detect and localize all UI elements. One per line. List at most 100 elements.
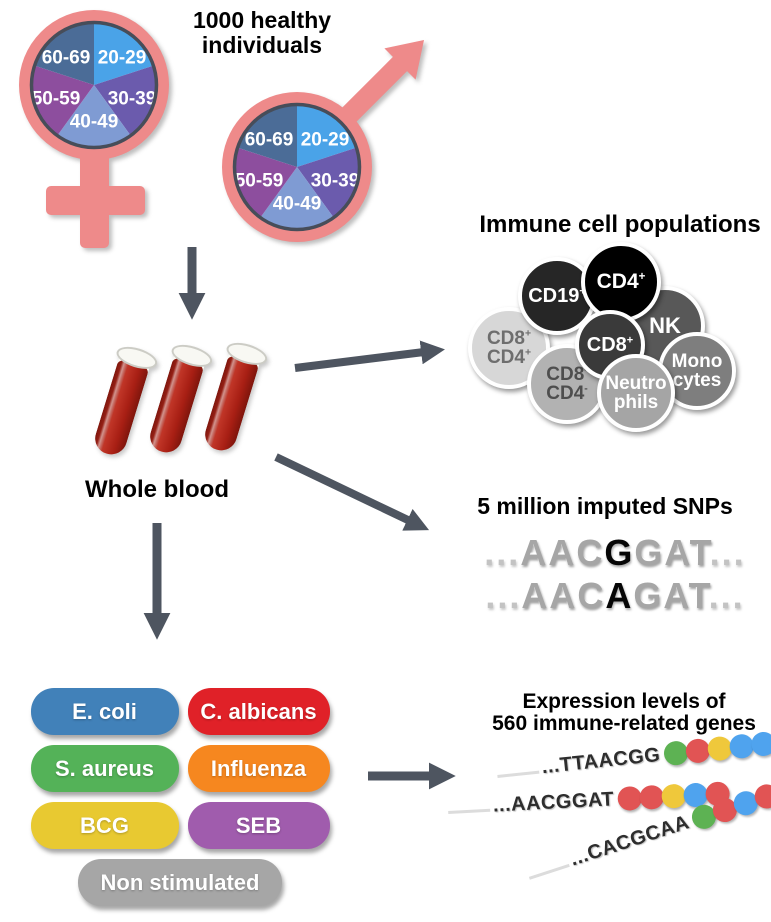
cell-label-line: CD8+ xyxy=(586,333,634,356)
stimulus-pill-bcg: BCG xyxy=(30,802,179,849)
snp-sequence-row-2: ...AACAGAT... xyxy=(420,574,771,617)
snp-sequences: ...AACGGAT... ...AACAGAT... xyxy=(420,531,771,617)
snp-ellipsis: ... xyxy=(708,575,745,616)
age-slice-20-29 xyxy=(297,104,356,167)
whole-blood-label: Whole blood xyxy=(85,476,229,503)
cell-label-line: CD8+ xyxy=(486,327,532,349)
snp-base: A xyxy=(549,575,578,616)
age-slice-60-69 xyxy=(35,22,94,85)
cell-label-line: Neutro xyxy=(605,372,667,394)
snp-base: A xyxy=(521,575,550,616)
stimulus-pill-non-stimulated: Non stimulated xyxy=(78,859,282,906)
age-slice-20-29 xyxy=(94,22,153,85)
age-label-20-29: 20-29 xyxy=(98,48,147,69)
age-slice-50-59 xyxy=(234,147,297,218)
stimuli-list: E. coli C. albicans S. aureus Influenza BCG S… xyxy=(30,688,330,916)
stimulus-pill-s-aureus: S. aureus xyxy=(30,745,179,792)
tube-blood xyxy=(201,355,260,455)
male-arrow-shaft xyxy=(340,54,410,124)
snp-base: A xyxy=(520,532,549,573)
gene-sequence-text: ...TTAACGG xyxy=(540,743,662,778)
age-label-40-49: 40-49 xyxy=(70,112,119,133)
dna-strand-line xyxy=(528,863,570,880)
cell-neutro: Neutro phils xyxy=(597,354,675,432)
male-pie-border xyxy=(232,102,362,232)
male-arrow-head xyxy=(384,40,424,80)
expression-title: Expression levels of 560 immune-related … xyxy=(459,691,771,735)
female-cross-bar xyxy=(46,186,145,215)
cell-label-line: CD4- xyxy=(546,383,588,404)
cell-label-line: CD19+ xyxy=(528,284,586,307)
expression-dot-yellow xyxy=(661,783,687,809)
snps-title: 5 million imputed SNPs xyxy=(477,493,733,519)
age-label-20-29: 20-29 xyxy=(301,130,350,151)
snp-variant-base: G xyxy=(604,532,635,573)
stimuli-row: E. coli C. albicans xyxy=(30,688,330,735)
snp-ellipsis: ... xyxy=(484,532,521,573)
arrow-blood-to-immune-cells xyxy=(294,340,445,372)
age-slice-40-49 xyxy=(260,167,334,230)
age-label-60-69: 60-69 xyxy=(42,48,91,69)
stimulus-pill-influenza: Influenza xyxy=(187,745,330,792)
female-pie-border xyxy=(29,20,159,150)
age-slice-30-39 xyxy=(297,147,360,218)
snp-sequence-row-1: ...AACGGAT... xyxy=(420,531,771,574)
figure-title: 1000 healthy individuals xyxy=(192,7,332,59)
expression-dot-blue xyxy=(750,730,771,758)
age-slice-40-49 xyxy=(57,85,131,148)
cell-label-line: Mono xyxy=(671,350,723,372)
snp-base: A xyxy=(663,575,689,616)
snp-variant-base: A xyxy=(605,575,634,616)
age-label-50-59: 50-59 xyxy=(235,171,284,192)
snp-base: G xyxy=(633,575,664,616)
snp-base: A xyxy=(664,532,690,573)
snp-ellipsis: ... xyxy=(485,575,522,616)
arrow-blood-to-snps xyxy=(274,453,430,531)
stimuli-row: Non stimulated xyxy=(30,859,330,906)
cell-cd4: CD4+ xyxy=(581,242,661,322)
age-slice-50-59 xyxy=(31,65,94,136)
stimuli-row: S. aureus Influenza xyxy=(30,745,330,792)
expression-row-1: ...TTAACGG xyxy=(496,730,771,784)
age-slice-60-69 xyxy=(238,104,297,167)
cell-label-line: CD8- xyxy=(546,363,588,385)
stimulus-pill-seb: SEB xyxy=(187,802,330,849)
cell-label-line: NK xyxy=(649,312,681,338)
snp-base: A xyxy=(548,532,577,573)
expression-title-line1: Expression levels of xyxy=(522,690,726,713)
age-label-60-69: 60-69 xyxy=(245,130,294,151)
gene-sequence-text: ...AACGGAT xyxy=(492,787,615,817)
age-label-30-39: 30-39 xyxy=(108,89,157,110)
age-label-40-49: 40-49 xyxy=(273,194,322,215)
cell-mono: Mono cytes xyxy=(658,332,736,410)
snp-ellipsis: ... xyxy=(709,532,746,573)
stimulus-pill-e-coli: E. coli xyxy=(30,688,179,735)
age-slice-30-39 xyxy=(94,65,157,136)
dna-strand-line xyxy=(497,770,540,778)
gene-sequence-text: ...CACGCAA xyxy=(567,810,692,871)
dna-strand-line xyxy=(448,808,491,814)
stimulus-pill-c-albicans: C. albicans xyxy=(187,688,330,735)
expression-dot-red xyxy=(617,785,643,812)
blood-tubes-icon xyxy=(91,338,282,468)
stimuli-row: BCG SEB xyxy=(30,802,330,849)
snp-base: T xyxy=(688,575,709,616)
expression-dot-red xyxy=(639,784,665,810)
snp-base: G xyxy=(634,532,665,573)
expression-title-line2: 560 immune-related genes xyxy=(492,712,756,735)
snp-base: T xyxy=(689,532,710,573)
cell-label-line: cytes xyxy=(672,370,722,391)
immune-populations-title: Immune cell populations xyxy=(479,211,761,238)
cell-label-line: CD4+ xyxy=(596,270,646,294)
age-label-50-59: 50-59 xyxy=(32,89,81,110)
cell-label-line: phils xyxy=(613,392,659,413)
age-label-30-39: 30-39 xyxy=(311,171,360,192)
cell-label-line: CD4+ xyxy=(486,347,532,368)
snp-base: C xyxy=(577,575,606,616)
snp-base: C xyxy=(576,532,605,573)
